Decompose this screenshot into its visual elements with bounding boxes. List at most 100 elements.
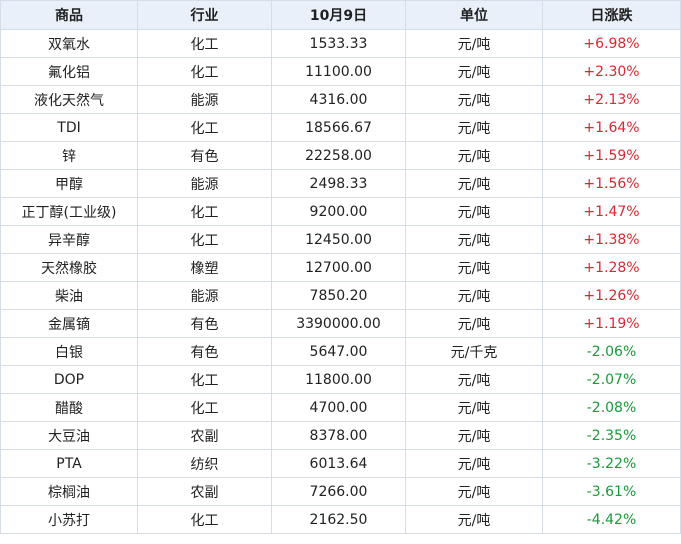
cell-name: 天然橡胶 [0, 253, 138, 282]
table-row: 柴油 能源 7850.20 元/吨 +1.26% [0, 281, 681, 310]
header-unit: 单位 [405, 0, 543, 30]
cell-price: 12450.00 [271, 225, 406, 254]
cell-price: 4316.00 [271, 85, 406, 114]
cell-unit: 元/吨 [405, 421, 543, 450]
cell-industry: 纺织 [137, 449, 272, 478]
cell-price: 5647.00 [271, 337, 406, 366]
cell-industry: 化工 [137, 225, 272, 254]
cell-industry: 能源 [137, 281, 272, 310]
cell-price: 9200.00 [271, 197, 406, 226]
cell-unit: 元/吨 [405, 449, 543, 478]
cell-industry: 化工 [137, 505, 272, 534]
cell-industry: 化工 [137, 393, 272, 422]
table-row: 甲醇 能源 2498.33 元/吨 +1.56% [0, 169, 681, 198]
cell-unit: 元/吨 [405, 141, 543, 170]
cell-industry: 化工 [137, 57, 272, 86]
cell-industry: 化工 [137, 113, 272, 142]
cell-name: 金属镝 [0, 309, 138, 338]
table-row: 白银 有色 5647.00 元/千克 -2.06% [0, 337, 681, 366]
cell-change: +1.64% [542, 113, 681, 142]
cell-change: +1.47% [542, 197, 681, 226]
cell-unit: 元/吨 [405, 281, 543, 310]
cell-industry: 农副 [137, 477, 272, 506]
cell-industry: 农副 [137, 421, 272, 450]
cell-industry: 有色 [137, 337, 272, 366]
table-row: DOP 化工 11800.00 元/吨 -2.07% [0, 365, 681, 394]
cell-price: 3390000.00 [271, 309, 406, 338]
cell-name: TDI [0, 113, 138, 142]
cell-unit: 元/吨 [405, 393, 543, 422]
cell-change: +1.19% [542, 309, 681, 338]
cell-price: 11800.00 [271, 365, 406, 394]
cell-change: -3.22% [542, 449, 681, 478]
table-body: 双氧水 化工 1533.33 元/吨 +6.98% 氟化铝 化工 11100.00 元/吨 +2.… [0, 29, 681, 534]
cell-change: +2.13% [542, 85, 681, 114]
cell-name: DOP [0, 365, 138, 394]
cell-change: +1.38% [542, 225, 681, 254]
cell-price: 18566.67 [271, 113, 406, 142]
cell-unit: 元/吨 [405, 113, 543, 142]
cell-industry: 化工 [137, 197, 272, 226]
header-industry: 行业 [137, 0, 272, 30]
table-row: PTA 纺织 6013.64 元/吨 -3.22% [0, 449, 681, 478]
cell-unit: 元/吨 [405, 29, 543, 58]
cell-name: 棕榈油 [0, 477, 138, 506]
table-row: 液化天然气 能源 4316.00 元/吨 +2.13% [0, 85, 681, 114]
table-row: 天然橡胶 橡塑 12700.00 元/吨 +1.28% [0, 253, 681, 282]
cell-unit: 元/吨 [405, 309, 543, 338]
cell-price: 4700.00 [271, 393, 406, 422]
cell-unit: 元/吨 [405, 169, 543, 198]
header-price-date: 10月9日 [271, 0, 406, 30]
cell-price: 6013.64 [271, 449, 406, 478]
cell-change: -4.42% [542, 505, 681, 534]
cell-change: -2.35% [542, 421, 681, 450]
cell-price: 2162.50 [271, 505, 406, 534]
cell-price: 7266.00 [271, 477, 406, 506]
cell-price: 2498.33 [271, 169, 406, 198]
cell-name: 甲醇 [0, 169, 138, 198]
cell-name: 锌 [0, 141, 138, 170]
cell-change: +1.59% [542, 141, 681, 170]
cell-unit: 元/吨 [405, 477, 543, 506]
cell-change: +1.28% [542, 253, 681, 282]
cell-name: 大豆油 [0, 421, 138, 450]
cell-name: 氟化铝 [0, 57, 138, 86]
cell-industry: 能源 [137, 85, 272, 114]
cell-name: PTA [0, 449, 138, 478]
table-row: TDI 化工 18566.67 元/吨 +1.64% [0, 113, 681, 142]
cell-price: 22258.00 [271, 141, 406, 170]
cell-change: +2.30% [542, 57, 681, 86]
cell-price: 8378.00 [271, 421, 406, 450]
cell-name: 正丁醇(工业级) [0, 197, 138, 226]
cell-change: -2.08% [542, 393, 681, 422]
cell-industry: 化工 [137, 365, 272, 394]
cell-change: +1.56% [542, 169, 681, 198]
table-row: 锌有色 22258.00 元/吨 +1.59% [0, 141, 681, 170]
cell-change: +6.98% [542, 29, 681, 58]
cell-name: 柴油 [0, 281, 138, 310]
cell-unit: 元/吨 [405, 57, 543, 86]
cell-price: 11100.00 [271, 57, 406, 86]
cell-industry: 有色 [137, 141, 272, 170]
cell-name: 双氧水 [0, 29, 138, 58]
table-row: 双氧水 化工 1533.33 元/吨 +6.98% [0, 29, 681, 58]
header-change: 日涨跌 [542, 0, 681, 30]
header-name: 商品 [0, 0, 138, 30]
cell-price: 1533.33 [271, 29, 406, 58]
cell-unit: 元/吨 [405, 253, 543, 282]
cell-change: -2.06% [542, 337, 681, 366]
cell-unit: 元/千克 [405, 337, 543, 366]
table-row: 异辛醇 化工 12450.00 元/吨 +1.38% [0, 225, 681, 254]
cell-unit: 元/吨 [405, 365, 543, 394]
table-row: 氟化铝 化工 11100.00 元/吨 +2.30% [0, 57, 681, 86]
cell-name: 异辛醇 [0, 225, 138, 254]
table-row: 醋酸 化工 4700.00 元/吨 -2.08% [0, 393, 681, 422]
cell-industry: 橡塑 [137, 253, 272, 282]
table-row: 正丁醇(工业级) 化工 9200.00 元/吨 +1.47% [0, 197, 681, 226]
cell-change: -3.61% [542, 477, 681, 506]
cell-name: 醋酸 [0, 393, 138, 422]
cell-change: +1.26% [542, 281, 681, 310]
table-row: 棕榈油 农副 7266.00 元/吨 -3.61% [0, 477, 681, 506]
cell-price: 7850.20 [271, 281, 406, 310]
